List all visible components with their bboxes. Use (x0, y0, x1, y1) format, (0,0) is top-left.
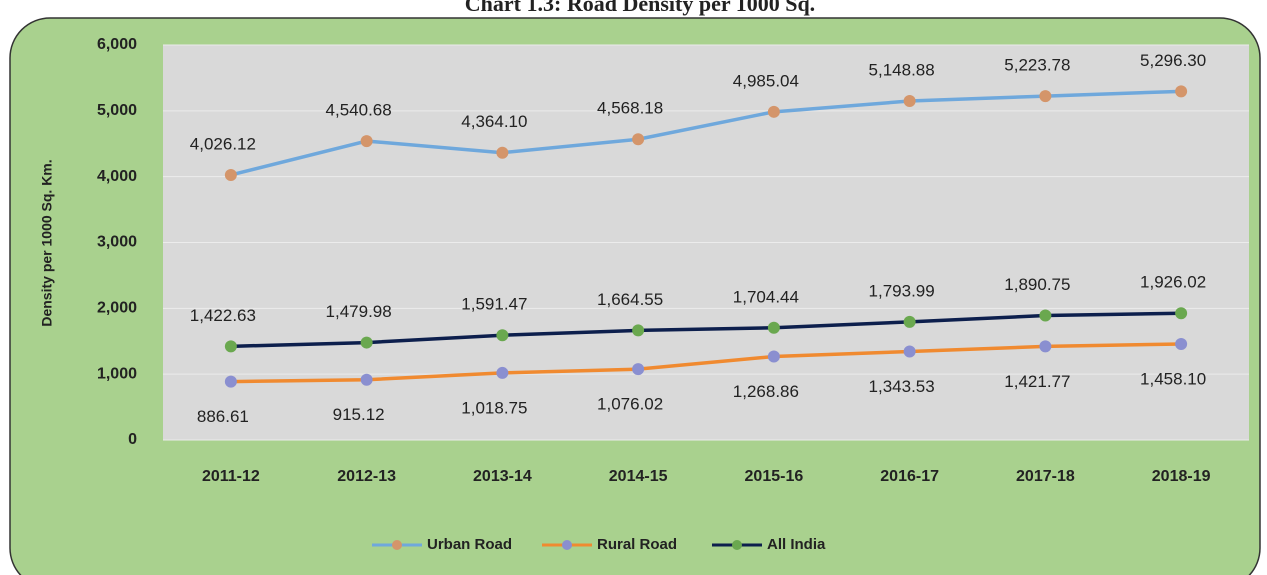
data-label: 5,223.78 (1004, 56, 1070, 75)
data-label: 1,926.02 (1140, 273, 1206, 292)
data-point (632, 133, 645, 146)
data-point (903, 95, 916, 108)
data-label: 1,018.75 (461, 398, 527, 417)
y-tick-label: 2,000 (97, 300, 137, 317)
data-label: 1,704.44 (733, 287, 799, 306)
data-point (632, 324, 645, 337)
legend-marker (392, 540, 402, 550)
data-point (767, 350, 780, 363)
data-label: 5,148.88 (869, 61, 935, 80)
data-label: 4,026.12 (190, 134, 256, 153)
data-point (1039, 90, 1052, 103)
legend-marker (562, 540, 572, 550)
legend-label: Rural Road (597, 536, 677, 553)
data-point (224, 168, 237, 181)
x-tick-label: 2017-18 (1016, 468, 1075, 485)
data-label: 1,421.77 (1004, 372, 1070, 391)
series-line (230, 89, 1182, 177)
y-tick-label: 3,000 (97, 234, 137, 251)
data-point (767, 105, 780, 118)
data-point (1175, 85, 1188, 98)
x-tick-label: 2012-13 (337, 468, 396, 485)
data-label: 1,664.55 (597, 290, 663, 309)
y-tick-label: 6,000 (97, 36, 137, 53)
data-point (496, 366, 509, 379)
chart-title: Chart 1.3: Road Density per 1000 Sq. (465, 0, 815, 16)
x-tick-label: 2013-14 (473, 468, 532, 485)
x-tick-label: 2015-16 (745, 468, 804, 485)
data-point (360, 373, 373, 386)
data-label: 4,540.68 (326, 101, 392, 120)
data-label: 4,364.10 (461, 112, 527, 131)
legend-label: All India (767, 536, 826, 553)
data-label: 4,568.18 (597, 99, 663, 118)
y-tick-label: 1,000 (97, 365, 137, 382)
data-label: 915.12 (333, 405, 385, 424)
data-label: 1,591.47 (461, 295, 527, 314)
data-label: 1,422.63 (190, 306, 256, 325)
data-label: 5,296.30 (1140, 51, 1206, 70)
y-axis-label: Density per 1000 Sq. Km. (39, 159, 55, 326)
data-point (903, 345, 916, 358)
data-point (496, 146, 509, 159)
data-label: 1,479.98 (326, 302, 392, 321)
x-tick-label: 2014-15 (609, 468, 668, 485)
data-label: 1,268.86 (733, 382, 799, 401)
series-line (230, 342, 1182, 384)
data-point (767, 321, 780, 334)
legend-label: Urban Road (427, 536, 512, 553)
data-point (1175, 307, 1188, 320)
legend-marker (732, 540, 742, 550)
x-tick-label: 2011-12 (202, 468, 260, 485)
data-point (496, 329, 509, 342)
data-label: 4,985.04 (733, 71, 799, 90)
data-point (360, 135, 373, 148)
data-point (224, 375, 237, 388)
data-point (1039, 340, 1052, 353)
data-point (632, 363, 645, 376)
series-line (230, 311, 1182, 349)
data-point (1175, 338, 1188, 351)
data-point (224, 340, 237, 353)
y-tick-label: 5,000 (97, 102, 137, 119)
data-point (903, 315, 916, 328)
data-point (1039, 309, 1052, 322)
x-tick-label: 2016-17 (880, 468, 939, 485)
data-point (360, 336, 373, 349)
data-label: 1,458.10 (1140, 369, 1206, 388)
data-label: 1,076.02 (597, 395, 663, 414)
data-label: 886.61 (197, 407, 249, 426)
data-label: 1,793.99 (869, 281, 935, 300)
x-tick-label: 2018-19 (1152, 468, 1211, 485)
data-label: 1,890.75 (1004, 275, 1070, 294)
y-tick-label: 0 (128, 431, 137, 448)
data-label: 1,343.53 (869, 377, 935, 396)
y-tick-label: 4,000 (97, 168, 137, 185)
